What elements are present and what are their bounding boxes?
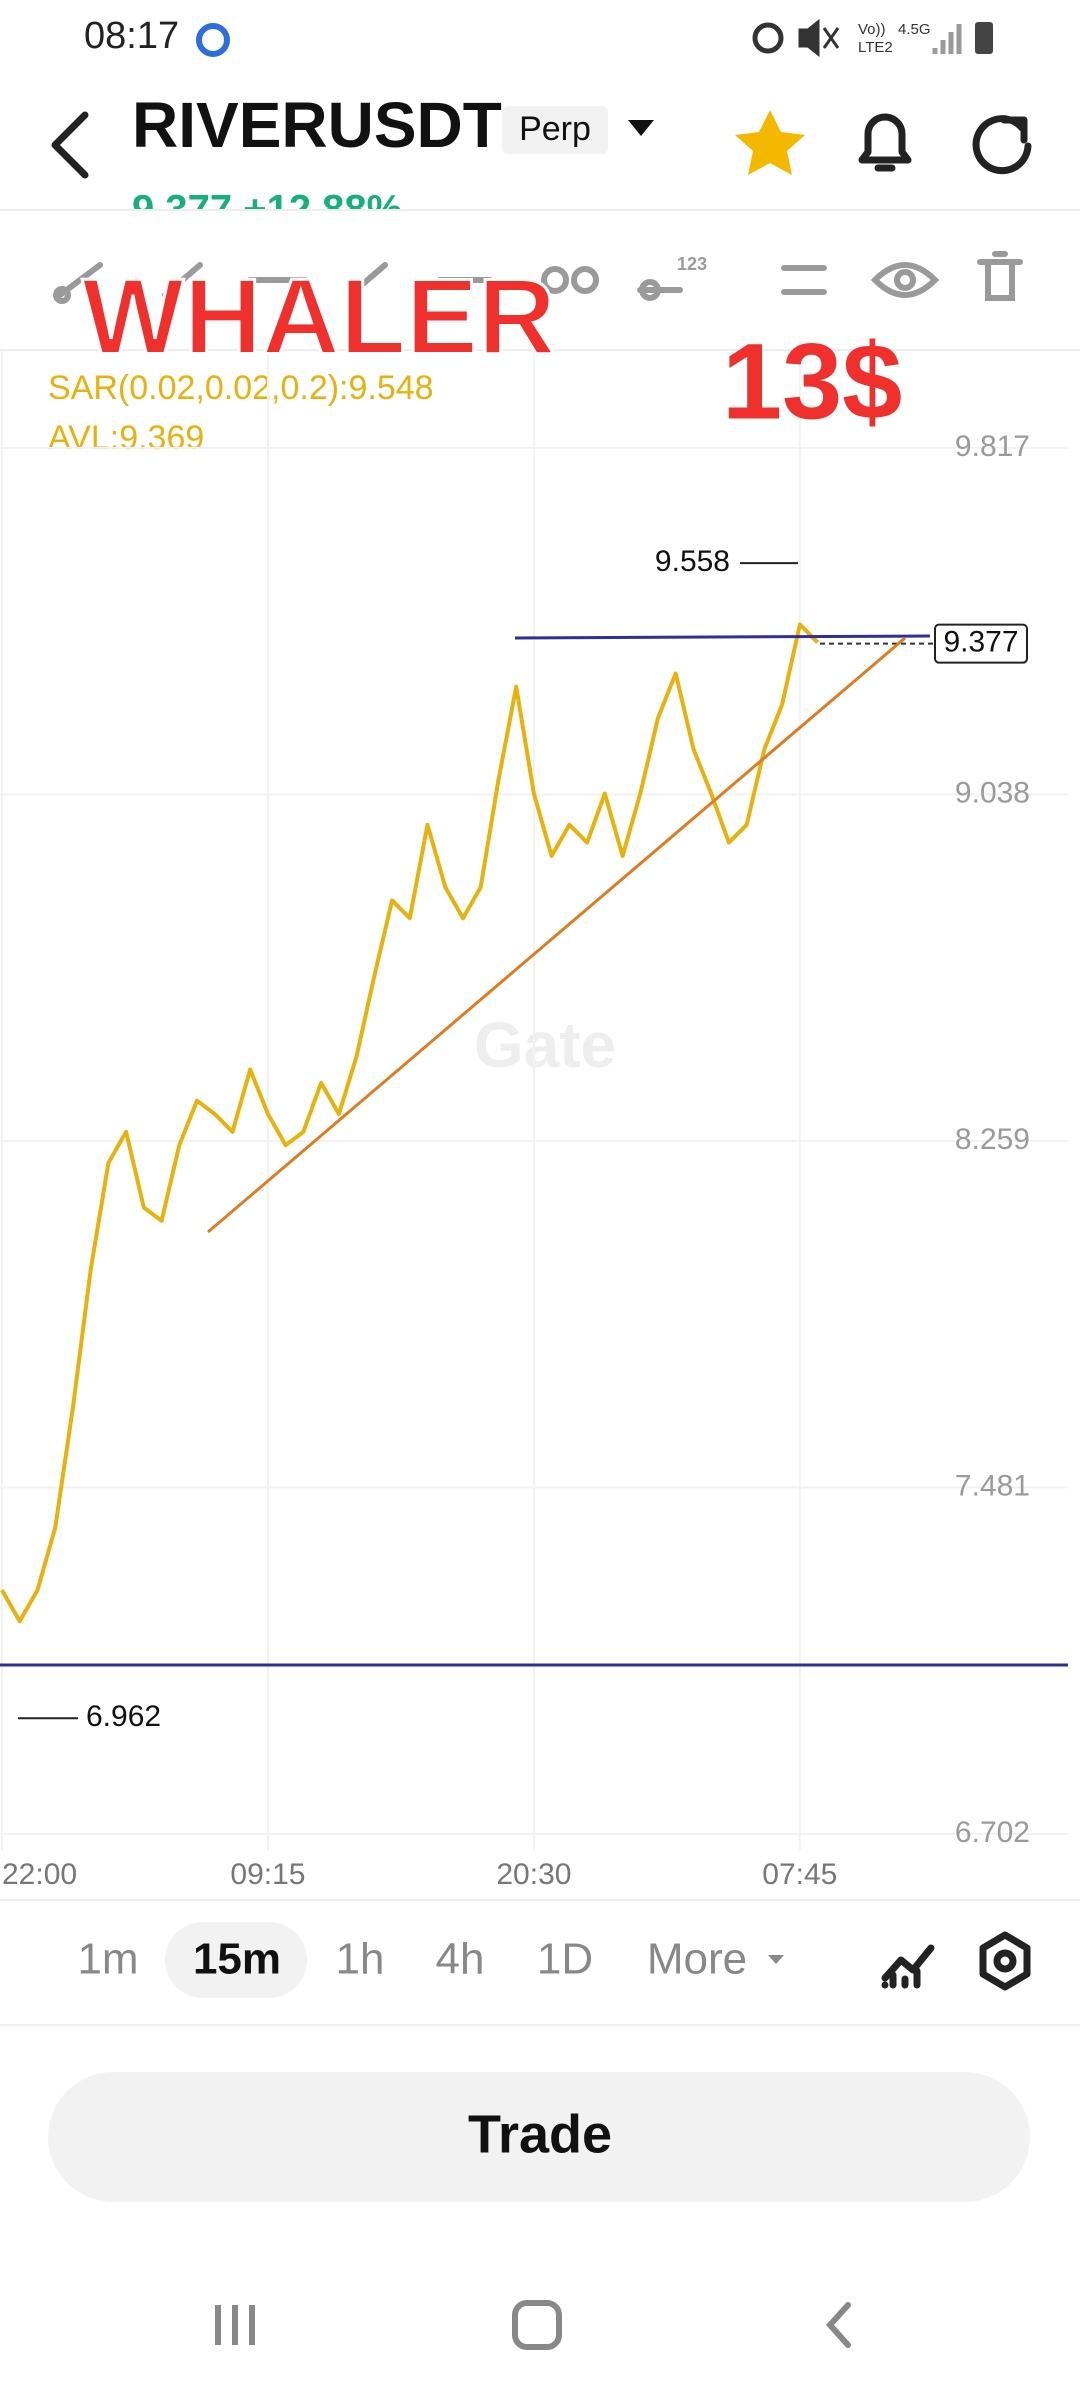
status-icon [196, 23, 230, 57]
visibility-toggle[interactable] [870, 262, 940, 298]
price-line [0, 622, 820, 1624]
timeframe-tab[interactable]: 4h [436, 1935, 485, 1984]
mute-icon [798, 18, 840, 58]
watermark: Gate [474, 1009, 616, 1081]
tool-icon[interactable] [53, 262, 103, 304]
symbol: RIVERUSDT [132, 89, 502, 161]
tool-icon[interactable] [347, 262, 388, 298]
status-net: Vo)) [858, 21, 886, 38]
back-button[interactable] [51, 111, 89, 179]
tool-icon[interactable] [637, 279, 683, 301]
timeframe-tab[interactable]: More [647, 1935, 747, 1984]
more-dropdown [768, 1955, 784, 1964]
low-label: 6.962 [86, 1700, 161, 1733]
alert-bell[interactable] [858, 113, 912, 172]
share-button[interactable] [972, 115, 1032, 175]
trade-button[interactable] [48, 2072, 1030, 2202]
indicator-button[interactable] [881, 1944, 935, 1989]
indicator-label: SAR(0.02,0.02,0.2):9.548 [48, 369, 434, 407]
drawn-trendline [207, 636, 906, 1234]
tool-icon[interactable] [541, 266, 569, 294]
alarm-icon [752, 22, 784, 54]
x-tick-label: 22:00 [2, 1858, 77, 1891]
nav-recents[interactable] [215, 2305, 255, 2345]
timeframe-tab[interactable]: 1m [77, 1935, 138, 1984]
timeframe-tab[interactable]: 15m [193, 1935, 281, 1984]
contract-badge [502, 106, 608, 154]
y-tick-label: 9.817 [955, 430, 1030, 463]
y-tick-label: 7.481 [955, 1469, 1030, 1502]
x-tick-label: 07:45 [762, 1858, 837, 1891]
last-price-box [934, 623, 1028, 664]
drawing-toolbar: 123 [53, 251, 1023, 304]
tool-icon [571, 266, 599, 294]
overlay-title: WHALER [82, 256, 556, 377]
status-time: 08:17 [84, 15, 179, 57]
price-change: 9.377 +12.88% [132, 188, 402, 232]
nav-home[interactable] [512, 2300, 562, 2350]
status-net: LTE2 [858, 39, 893, 56]
tool-badge: 123 [677, 254, 707, 274]
settings-button [993, 1949, 1017, 1973]
y-tick-label: 6.702 [955, 1816, 1030, 1849]
tool-icon[interactable] [781, 265, 827, 295]
battery-icon [975, 22, 993, 54]
timeframe-tab[interactable]: 1h [336, 1935, 385, 1984]
indicator-label: AVL:9.369 [48, 419, 204, 457]
y-tick-label: 9.038 [955, 776, 1030, 809]
high-label: 9.558 [655, 545, 730, 578]
delete-tool[interactable] [977, 251, 1023, 301]
overlay-amount: 13$ [722, 321, 902, 442]
tool-icon[interactable] [162, 262, 203, 298]
favorite-star[interactable] [735, 110, 805, 175]
last-price-label: 9.377 [943, 626, 1018, 659]
settings-button[interactable] [979, 1931, 1031, 1991]
chart: Gate SAR(0.02,0.02,0.2):9.548 AVL:9.369 6.7… [0, 350, 1068, 1891]
timeframe-tab[interactable]: 1D [537, 1935, 593, 1984]
status-net: 4.5G [898, 21, 931, 38]
contract-type: Perp [519, 110, 591, 148]
drawn-line [514, 634, 931, 640]
y-tick-label: 8.259 [955, 1123, 1030, 1156]
nav-back[interactable] [825, 2302, 851, 2348]
symbol-dropdown[interactable] [628, 120, 654, 136]
visibility-toggle [894, 269, 916, 291]
timeframe-tabs: 1m 15m 1h 4h 1D More [77, 1935, 784, 1984]
trade-label: Trade [468, 2104, 612, 2164]
x-tick-label: 09:15 [230, 1858, 305, 1891]
signal-icon [932, 24, 962, 54]
selected-pill [165, 1922, 307, 1998]
x-tick-label: 20:30 [496, 1858, 571, 1891]
